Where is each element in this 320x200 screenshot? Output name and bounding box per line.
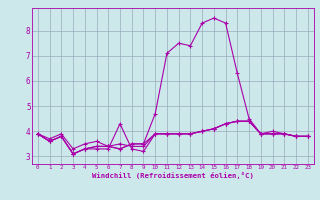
X-axis label: Windchill (Refroidissement éolien,°C): Windchill (Refroidissement éolien,°C): [92, 172, 254, 179]
